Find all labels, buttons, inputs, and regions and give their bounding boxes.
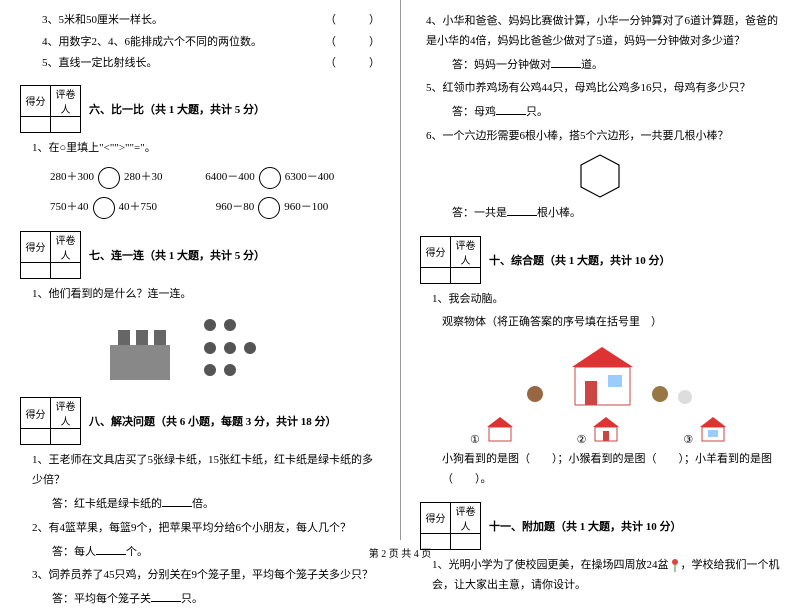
q8-1: 1、王老师在文具店买了5张绿卡纸，15张红卡纸，红卡纸是绿卡纸的多少倍？ — [32, 451, 380, 491]
grader-cell[interactable] — [51, 429, 81, 445]
stmt5: 直线一定比射线长。 — [59, 57, 158, 69]
connect-svg — [100, 310, 300, 385]
section-11-title: 十一、附加题（共 1 大题，共计 10 分） — [489, 518, 682, 534]
option-row: ① ② ③ — [440, 415, 760, 446]
score-cell[interactable] — [21, 116, 51, 132]
compare-circle[interactable] — [98, 167, 120, 189]
q6: 6、一个六边形需要6根小棒，搭5个六边形，一共要几根小棒？ — [426, 127, 780, 147]
house-scene — [420, 339, 780, 409]
grader-cell[interactable] — [51, 116, 81, 132]
q8-3: 3、饲养员养了45只鸡，分别关在9个笼子里，平均每个笼子关多少只？ — [32, 566, 380, 586]
q4: 4、小华和爸爸、妈妈比赛做计算，小华一分钟算对了6道计算题，爸爸的是小华的4倍，… — [426, 12, 780, 52]
compare-circle[interactable] — [259, 167, 281, 189]
expr: 6300－400 — [285, 168, 335, 184]
expr: 6400－400 — [205, 168, 255, 184]
blank[interactable] — [507, 204, 537, 216]
compare-row-1: 280＋300 280＋30 6400－400 6300－400 — [50, 167, 380, 189]
stmt-num: 5、 — [42, 57, 59, 69]
opt-1: ① — [470, 434, 480, 446]
paren4[interactable]: （ ） — [325, 34, 380, 52]
section-10-title: 十、综合题（共 1 大题，共计 10 分） — [489, 252, 671, 268]
house-scene-svg — [490, 339, 710, 409]
opt-3: ③ — [683, 434, 693, 446]
a8-1a: 答：红卡纸是绿卡纸的 — [52, 498, 162, 510]
a8-3b: 只。 — [181, 593, 203, 605]
q8-2: 2、有4篮苹果，每篮9个，把苹果平均分给6个小朋友，每人几个？ — [32, 519, 380, 539]
column-divider — [400, 0, 401, 540]
section-7-title: 七、连一连（共 1 大题，共计 5 分） — [89, 247, 265, 263]
score-h2: 评卷人 — [51, 231, 81, 262]
a5b: 只。 — [526, 106, 548, 118]
stmt3: 5米和50厘米一样长。 — [59, 14, 164, 26]
flower-icon — [669, 558, 681, 572]
expr: 960－80 — [216, 198, 255, 214]
score-box-6: 得分评卷人 六、比一比（共 1 大题，共计 5 分） — [20, 85, 380, 133]
compare-row-2: 750＋40 40＋750 960－80 960－100 — [50, 197, 380, 219]
score-h1: 得分 — [21, 231, 51, 262]
stmt-num: 3、 — [42, 14, 59, 26]
page-footer: 第 2 页 共 4 页 — [0, 545, 800, 560]
expr: 280＋30 — [124, 168, 163, 184]
q10-1: 1、我会动脑。 — [432, 290, 780, 310]
score-h2: 评卷人 — [451, 236, 481, 267]
expr: 750＋40 — [50, 198, 89, 214]
compare-circle[interactable] — [258, 197, 280, 219]
a5a: 答：母鸡 — [452, 106, 496, 118]
hexagon-icon — [575, 151, 625, 201]
score-box-10: 得分评卷人 十、综合题（共 1 大题，共计 10 分） — [420, 236, 780, 284]
q7-1: 1、他们看到的是什么？连一连。 — [32, 285, 380, 305]
paren5[interactable]: （ ） — [325, 55, 380, 73]
a6a: 答：一共是 — [452, 207, 507, 219]
stmt-num: 4、 — [42, 36, 59, 48]
a4a: 答：妈妈一分钟做对 — [452, 59, 551, 71]
score-box-7: 得分评卷人 七、连一连（共 1 大题，共计 5 分） — [20, 231, 380, 279]
q10-foot: 小狗看到的是图（ ）；小猴看到的是图（ ）；小羊看到的是图（ ）。 — [442, 450, 780, 490]
hexagon-figure — [420, 151, 780, 204]
blank[interactable] — [151, 590, 181, 602]
q6-1: 1、在○里填上"<"">""="。 — [32, 139, 380, 159]
grader-cell[interactable] — [51, 262, 81, 278]
q5: 5、红领巾养鸡场有公鸡44只，母鸡比公鸡多16只，母鸡有多少只？ — [426, 79, 780, 99]
score-h1: 得分 — [21, 85, 51, 116]
score-h1: 得分 — [421, 502, 451, 533]
opt-2: ② — [577, 434, 587, 446]
connect-image — [20, 310, 380, 385]
a8-3a: 答：平均每个笼子关 — [52, 593, 151, 605]
blank[interactable] — [551, 56, 581, 68]
a6b: 根小棒。 — [537, 207, 581, 219]
score-h2: 评卷人 — [451, 502, 481, 533]
q11-1: 1、光明小学为了使校园更美，在操场四周放24盆，学校给我们一个机会，让大家出主意… — [432, 556, 780, 596]
blank[interactable] — [496, 103, 526, 115]
blank[interactable] — [162, 495, 192, 507]
paren3[interactable]: （ ） — [325, 12, 380, 30]
score-h2: 评卷人 — [51, 398, 81, 429]
expr: 280＋300 — [50, 168, 94, 184]
compare-circle[interactable] — [93, 197, 115, 219]
a4b: 道。 — [581, 59, 603, 71]
house-opt-3-icon — [696, 415, 730, 443]
house-opt-2-icon — [589, 415, 623, 443]
score-h1: 得分 — [421, 236, 451, 267]
expr: 40＋750 — [119, 198, 158, 214]
expr: 960－100 — [284, 198, 328, 214]
stmt4: 用数字2、4、6能排成六个不同的两位数。 — [59, 36, 263, 48]
score-cell[interactable] — [421, 267, 451, 283]
score-h1: 得分 — [21, 398, 51, 429]
section-6-title: 六、比一比（共 1 大题，共计 5 分） — [89, 101, 265, 117]
score-cell[interactable] — [21, 262, 51, 278]
a8-1b: 倍。 — [192, 498, 214, 510]
score-box-11: 得分评卷人 十一、附加题（共 1 大题，共计 10 分） — [420, 502, 780, 550]
score-cell[interactable] — [21, 429, 51, 445]
q10-1b: 观察物体（将正确答案的序号填在括号里 ） — [442, 313, 780, 333]
section-8-title: 八、解决问题（共 6 小题，每题 3 分，共计 18 分） — [89, 413, 337, 429]
score-box-8: 得分评卷人 八、解决问题（共 6 小题，每题 3 分，共计 18 分） — [20, 397, 380, 445]
grader-cell[interactable] — [451, 267, 481, 283]
house-opt-1-icon — [483, 415, 517, 443]
score-h2: 评卷人 — [51, 85, 81, 116]
